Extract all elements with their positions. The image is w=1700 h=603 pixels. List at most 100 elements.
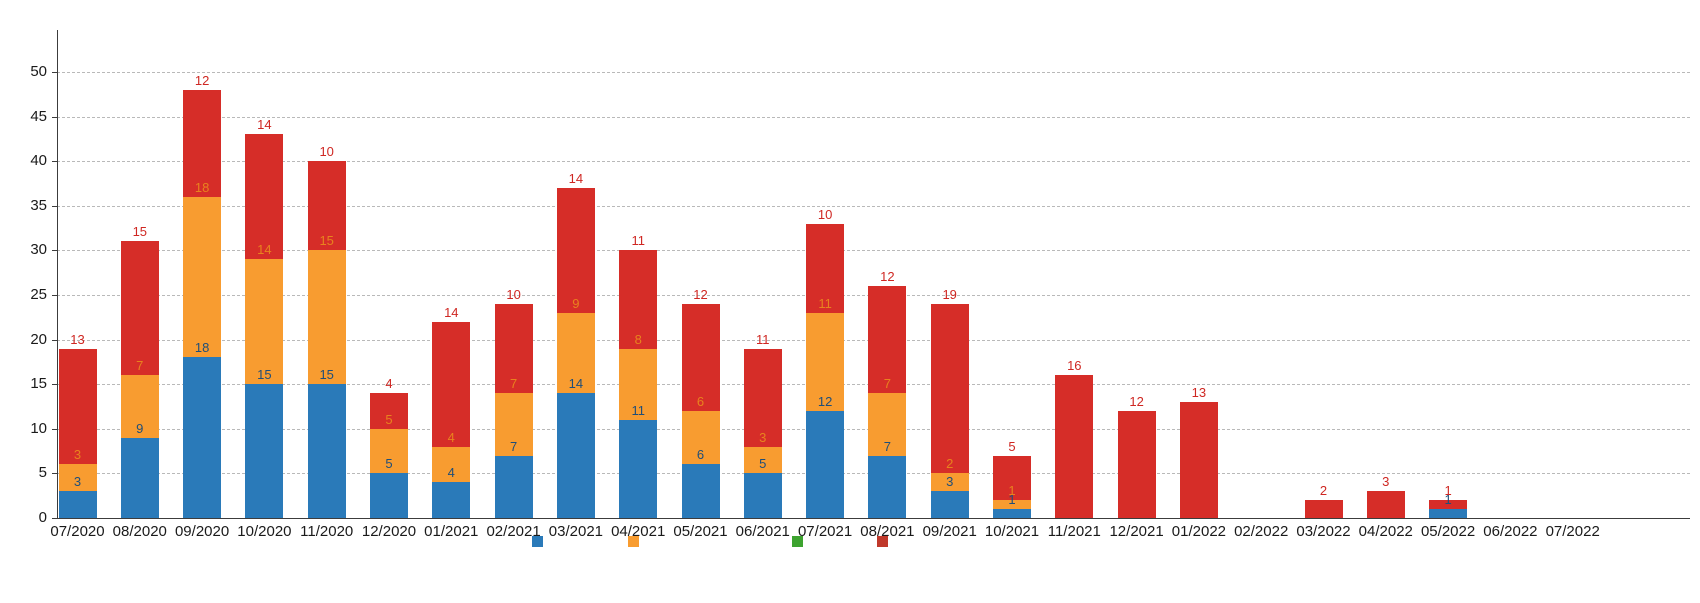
bar-segment-series-blue[interactable]: [370, 473, 408, 518]
bar-segment-series-orange[interactable]: [183, 196, 222, 358]
bar-segment-series-red[interactable]: [307, 161, 346, 251]
bar-segment-series-orange[interactable]: [120, 375, 159, 438]
bar-value-label-series-blue: 5: [759, 456, 767, 472]
bar-segment-series-blue[interactable]: [307, 384, 346, 518]
y-axis-tick-label: 40: [30, 152, 47, 170]
bar-segment-series-red[interactable]: [1304, 500, 1343, 518]
bar-segment-series-red[interactable]: [743, 348, 782, 447]
bar-value-label-series-orange: 3: [759, 429, 767, 445]
bar-segment-series-red[interactable]: [556, 187, 595, 313]
y-axis-tick: [52, 384, 57, 386]
bar-segment-series-blue[interactable]: [58, 491, 97, 518]
bar-value-label-series-blue: 6: [696, 447, 705, 463]
bar-segment-series-red[interactable]: [58, 348, 97, 465]
bar-segment-series-red[interactable]: [993, 455, 1031, 501]
x-axis-category-label: 10/2021: [984, 523, 1040, 540]
bar-segment-series-red[interactable]: [432, 321, 471, 447]
bar-segment-series-orange[interactable]: [307, 250, 346, 385]
legend-swatch-series-red[interactable]: [877, 536, 888, 547]
x-axis-category-label: 06/2022: [1483, 523, 1538, 540]
y-axis-tick: [52, 205, 57, 207]
bar-segment-series-blue[interactable]: [806, 410, 845, 518]
bar-value-label-series-orange: 3: [73, 447, 82, 463]
bar-value-label-series-blue: 5: [385, 456, 393, 472]
x-axis-category-label: 12/2021: [1109, 523, 1164, 540]
bar-value-label-series-blue: 3: [946, 474, 954, 490]
bar-segment-series-blue[interactable]: [743, 473, 782, 518]
y-axis-tick-label: 0: [38, 509, 47, 526]
y-axis-tick: [52, 161, 57, 163]
bar-segment-series-red[interactable]: [245, 134, 284, 260]
bar-value-label-series-blue: 11: [631, 402, 645, 418]
legend-swatch-series-orange[interactable]: [628, 536, 639, 547]
legend-swatch-series-green[interactable]: [792, 536, 803, 547]
bar-segment-series-blue[interactable]: [1429, 509, 1468, 518]
x-axis-category-label: 12/2020: [361, 523, 417, 540]
bar-segment-series-orange[interactable]: [58, 464, 97, 492]
legend-swatch-series-blue[interactable]: [532, 536, 543, 547]
bar-segment-series-blue[interactable]: [556, 393, 595, 518]
bar-value-label-series-red: 4: [385, 376, 393, 392]
bar-segment-series-orange[interactable]: [370, 428, 408, 474]
bar-segment-series-orange[interactable]: [993, 500, 1031, 510]
bar-segment-series-orange[interactable]: [556, 312, 595, 394]
bar-segment-series-blue[interactable]: [930, 491, 969, 518]
bar-segment-series-red[interactable]: [930, 303, 969, 474]
bar-value-label-series-red: 11: [756, 331, 770, 347]
bar-segment-series-orange[interactable]: [743, 446, 782, 474]
x-axis-category-label: 06/2021: [735, 523, 790, 540]
bar-segment-series-red[interactable]: [1055, 375, 1094, 518]
bar-segment-series-red[interactable]: [1429, 500, 1468, 510]
bar-segment-series-red[interactable]: [120, 241, 159, 376]
x-axis-category-label: 09/2020: [174, 523, 230, 540]
x-axis-category-label: 04/2021: [611, 523, 666, 540]
bar-segment-series-orange[interactable]: [930, 473, 969, 492]
y-axis-tick: [52, 473, 57, 475]
y-axis-tick-label: 30: [30, 241, 47, 259]
bar-segment-series-blue[interactable]: [432, 482, 471, 518]
bar-segment-series-red[interactable]: [868, 286, 907, 394]
bar-segment-series-orange[interactable]: [681, 410, 720, 465]
bar-segment-series-red[interactable]: [681, 303, 720, 411]
bar-segment-series-blue[interactable]: [120, 437, 159, 518]
bar-segment-series-red[interactable]: [183, 89, 222, 197]
bar-value-label-series-red: 2: [1319, 483, 1328, 499]
bar-segment-series-red[interactable]: [1117, 410, 1156, 518]
bar-segment-series-blue[interactable]: [993, 509, 1031, 518]
bar-segment-series-blue[interactable]: [245, 384, 284, 518]
x-axis-category-label: 07/2021: [797, 523, 853, 540]
y-axis-line: [57, 30, 58, 518]
bar-segment-series-blue[interactable]: [681, 464, 720, 518]
bar-value-label-series-blue: 3: [73, 474, 82, 490]
bar-segment-series-red[interactable]: [1179, 402, 1218, 518]
bar-value-label-series-red: 13: [1191, 385, 1207, 401]
bar-value-label-series-blue: 7: [509, 438, 518, 454]
bar-value-label-series-red: 14: [568, 170, 584, 186]
bar-segment-series-blue[interactable]: [183, 357, 222, 518]
bar-value-label-series-orange: 7: [883, 376, 891, 392]
y-gridline: [57, 161, 1690, 163]
bar-value-label-series-orange: 7: [509, 376, 518, 392]
bar-value-label-series-red: 15: [132, 224, 148, 240]
bar-segment-series-blue[interactable]: [494, 455, 533, 518]
bar-segment-series-red[interactable]: [370, 393, 408, 429]
bar-value-label-series-red: 10: [817, 206, 833, 222]
bar-value-label-series-blue: 12: [817, 393, 833, 409]
bar-segment-series-orange[interactable]: [806, 312, 845, 411]
bar-segment-series-red[interactable]: [619, 250, 658, 349]
x-axis-category-label: 02/2022: [1234, 523, 1289, 540]
bar-segment-series-orange[interactable]: [432, 446, 471, 483]
bar-segment-series-orange[interactable]: [245, 259, 284, 385]
bar-segment-series-orange[interactable]: [494, 393, 533, 456]
y-axis-tick-label: 35: [30, 196, 47, 214]
bar-segment-series-orange[interactable]: [619, 348, 658, 420]
bar-segment-series-red[interactable]: [494, 303, 533, 394]
bar-segment-series-red[interactable]: [1366, 491, 1405, 518]
bar-segment-series-red[interactable]: [806, 223, 845, 313]
y-axis-tick-label: 5: [38, 464, 47, 482]
bar-segment-series-orange[interactable]: [868, 393, 907, 456]
bar-segment-series-blue[interactable]: [619, 419, 658, 518]
bar-value-label-series-red: 12: [1129, 393, 1144, 409]
bar-segment-series-blue[interactable]: [868, 455, 907, 518]
